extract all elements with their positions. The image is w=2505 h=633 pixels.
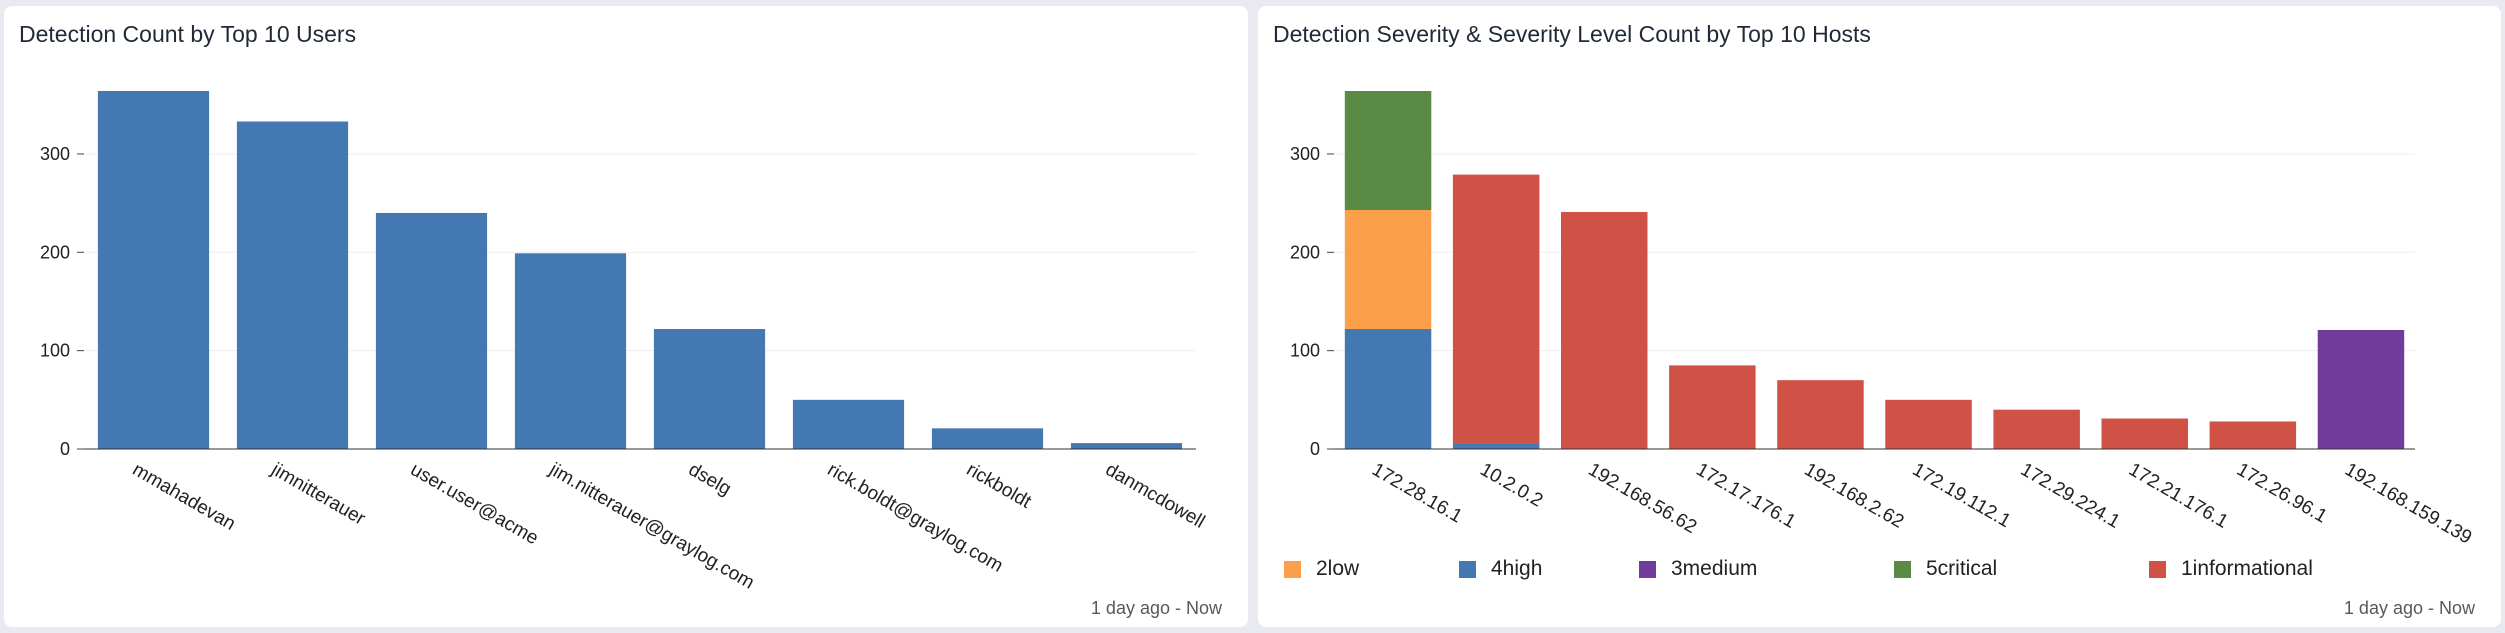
x-tick-label: 192.168.159.139 — [2341, 459, 2475, 549]
x-tick-label: 10.2.0.2 — [1476, 459, 1546, 512]
chart-panel-hosts: Detection Severity & Severity Level Coun… — [1258, 6, 2501, 627]
x-tick-label: 172.29.224.1 — [2017, 459, 2124, 533]
hosts-stacked-bar-chart: 0 100 200 300 172.28.16.1 10.2.0.2 192.168.56.… — [1290, 91, 2475, 549]
y-tick-label: 100 — [1290, 341, 1320, 361]
bar-segment-1informational — [1993, 409, 2080, 449]
legend-label: 1informational — [2181, 557, 2313, 580]
users-bar-chart: 0 100 200 300 mmahadevan jimnitterauer user.us… — [40, 91, 1209, 594]
panel-title: Detection Count by Top 10 Users — [19, 21, 357, 47]
legend-item-1informational[interactable]: 1informational — [2149, 557, 2313, 581]
y-tick-label: 300 — [40, 144, 70, 164]
legend-label: 4high — [1491, 557, 1543, 580]
panel-title: Detection Severity & Severity Level Coun… — [1273, 21, 1871, 47]
x-tick-label: 172.19.112.1 — [1909, 459, 2014, 532]
y-tick-label: 100 — [40, 341, 70, 361]
legend-item-4high[interactable]: 4high — [1459, 557, 1542, 581]
x-tick-label: danmcdowell — [1102, 459, 1209, 533]
bar — [1070, 443, 1183, 449]
bar — [514, 253, 627, 449]
bar — [236, 121, 349, 449]
bar-segment-1informational — [1885, 399, 1972, 449]
x-tick-label: rickboldt — [963, 459, 1035, 513]
timerange-label: 1 day ago - Now — [1090, 598, 1222, 618]
bar-segment-1informational — [1777, 380, 1864, 449]
bar-segment-1informational — [1561, 211, 1648, 449]
bar-segment-1informational — [2101, 418, 2188, 449]
legend-item-3medium[interactable]: 3medium — [1639, 557, 1757, 581]
x-tick-label: jimnitterauer — [267, 459, 369, 530]
legend-label: 2low — [1316, 557, 1360, 580]
x-tick-label: dselg — [685, 459, 735, 500]
y-tick-label: 200 — [40, 242, 70, 262]
legend-swatch — [1459, 560, 1476, 578]
y-tick-label: 200 — [1290, 242, 1320, 262]
x-tick-label: mmahadevan — [129, 459, 239, 535]
legend-swatch — [1284, 560, 1301, 578]
x-tick-label: user.user@acme — [407, 459, 542, 549]
x-tick-label: 192.168.56.62 — [1584, 459, 1700, 538]
bar-segment-4high — [1344, 329, 1432, 449]
bar-segment-3medium — [2317, 329, 2405, 449]
legend-swatch — [2149, 560, 2166, 578]
x-tick-label: 192.168.2.62 — [1801, 459, 1908, 533]
bar-segment-1informational — [2209, 421, 2297, 449]
legend-label: 3medium — [1671, 557, 1758, 580]
legend-swatch — [1639, 560, 1656, 578]
bar — [792, 399, 905, 449]
x-tick-label: 172.28.16.1 — [1368, 459, 1465, 527]
legend-item-2low[interactable]: 2low — [1284, 557, 1359, 581]
chart-panel-users: Detection Count by Top 10 Users 0 100 200 3… — [4, 6, 1248, 627]
bar-segment-1informational — [1669, 365, 1756, 449]
bar — [653, 329, 766, 449]
legend-label: 5critical — [1926, 557, 1998, 580]
x-tick-label: 172.17.176.1 — [1693, 459, 1800, 533]
x-tick-label: 172.26.96.1 — [2233, 459, 2330, 527]
y-tick-label: 0 — [60, 439, 70, 459]
timerange-label: 1 day ago - Now — [2343, 598, 2475, 618]
bar — [97, 91, 210, 449]
bar — [931, 428, 1044, 449]
bar-segment-4high — [1452, 443, 1540, 449]
y-tick-label: 0 — [1310, 439, 1320, 459]
bar-segment-2low — [1344, 210, 1432, 330]
bar-segment-1informational — [1452, 174, 1540, 444]
x-tick-label: 172.21.176.1 — [2125, 459, 2232, 533]
bar-segment-5critical — [1344, 91, 1432, 211]
legend-swatch — [1894, 560, 1911, 578]
legend-item-5critical[interactable]: 5critical — [1894, 557, 1997, 581]
bar — [375, 212, 488, 449]
y-tick-label: 300 — [1290, 144, 1320, 164]
